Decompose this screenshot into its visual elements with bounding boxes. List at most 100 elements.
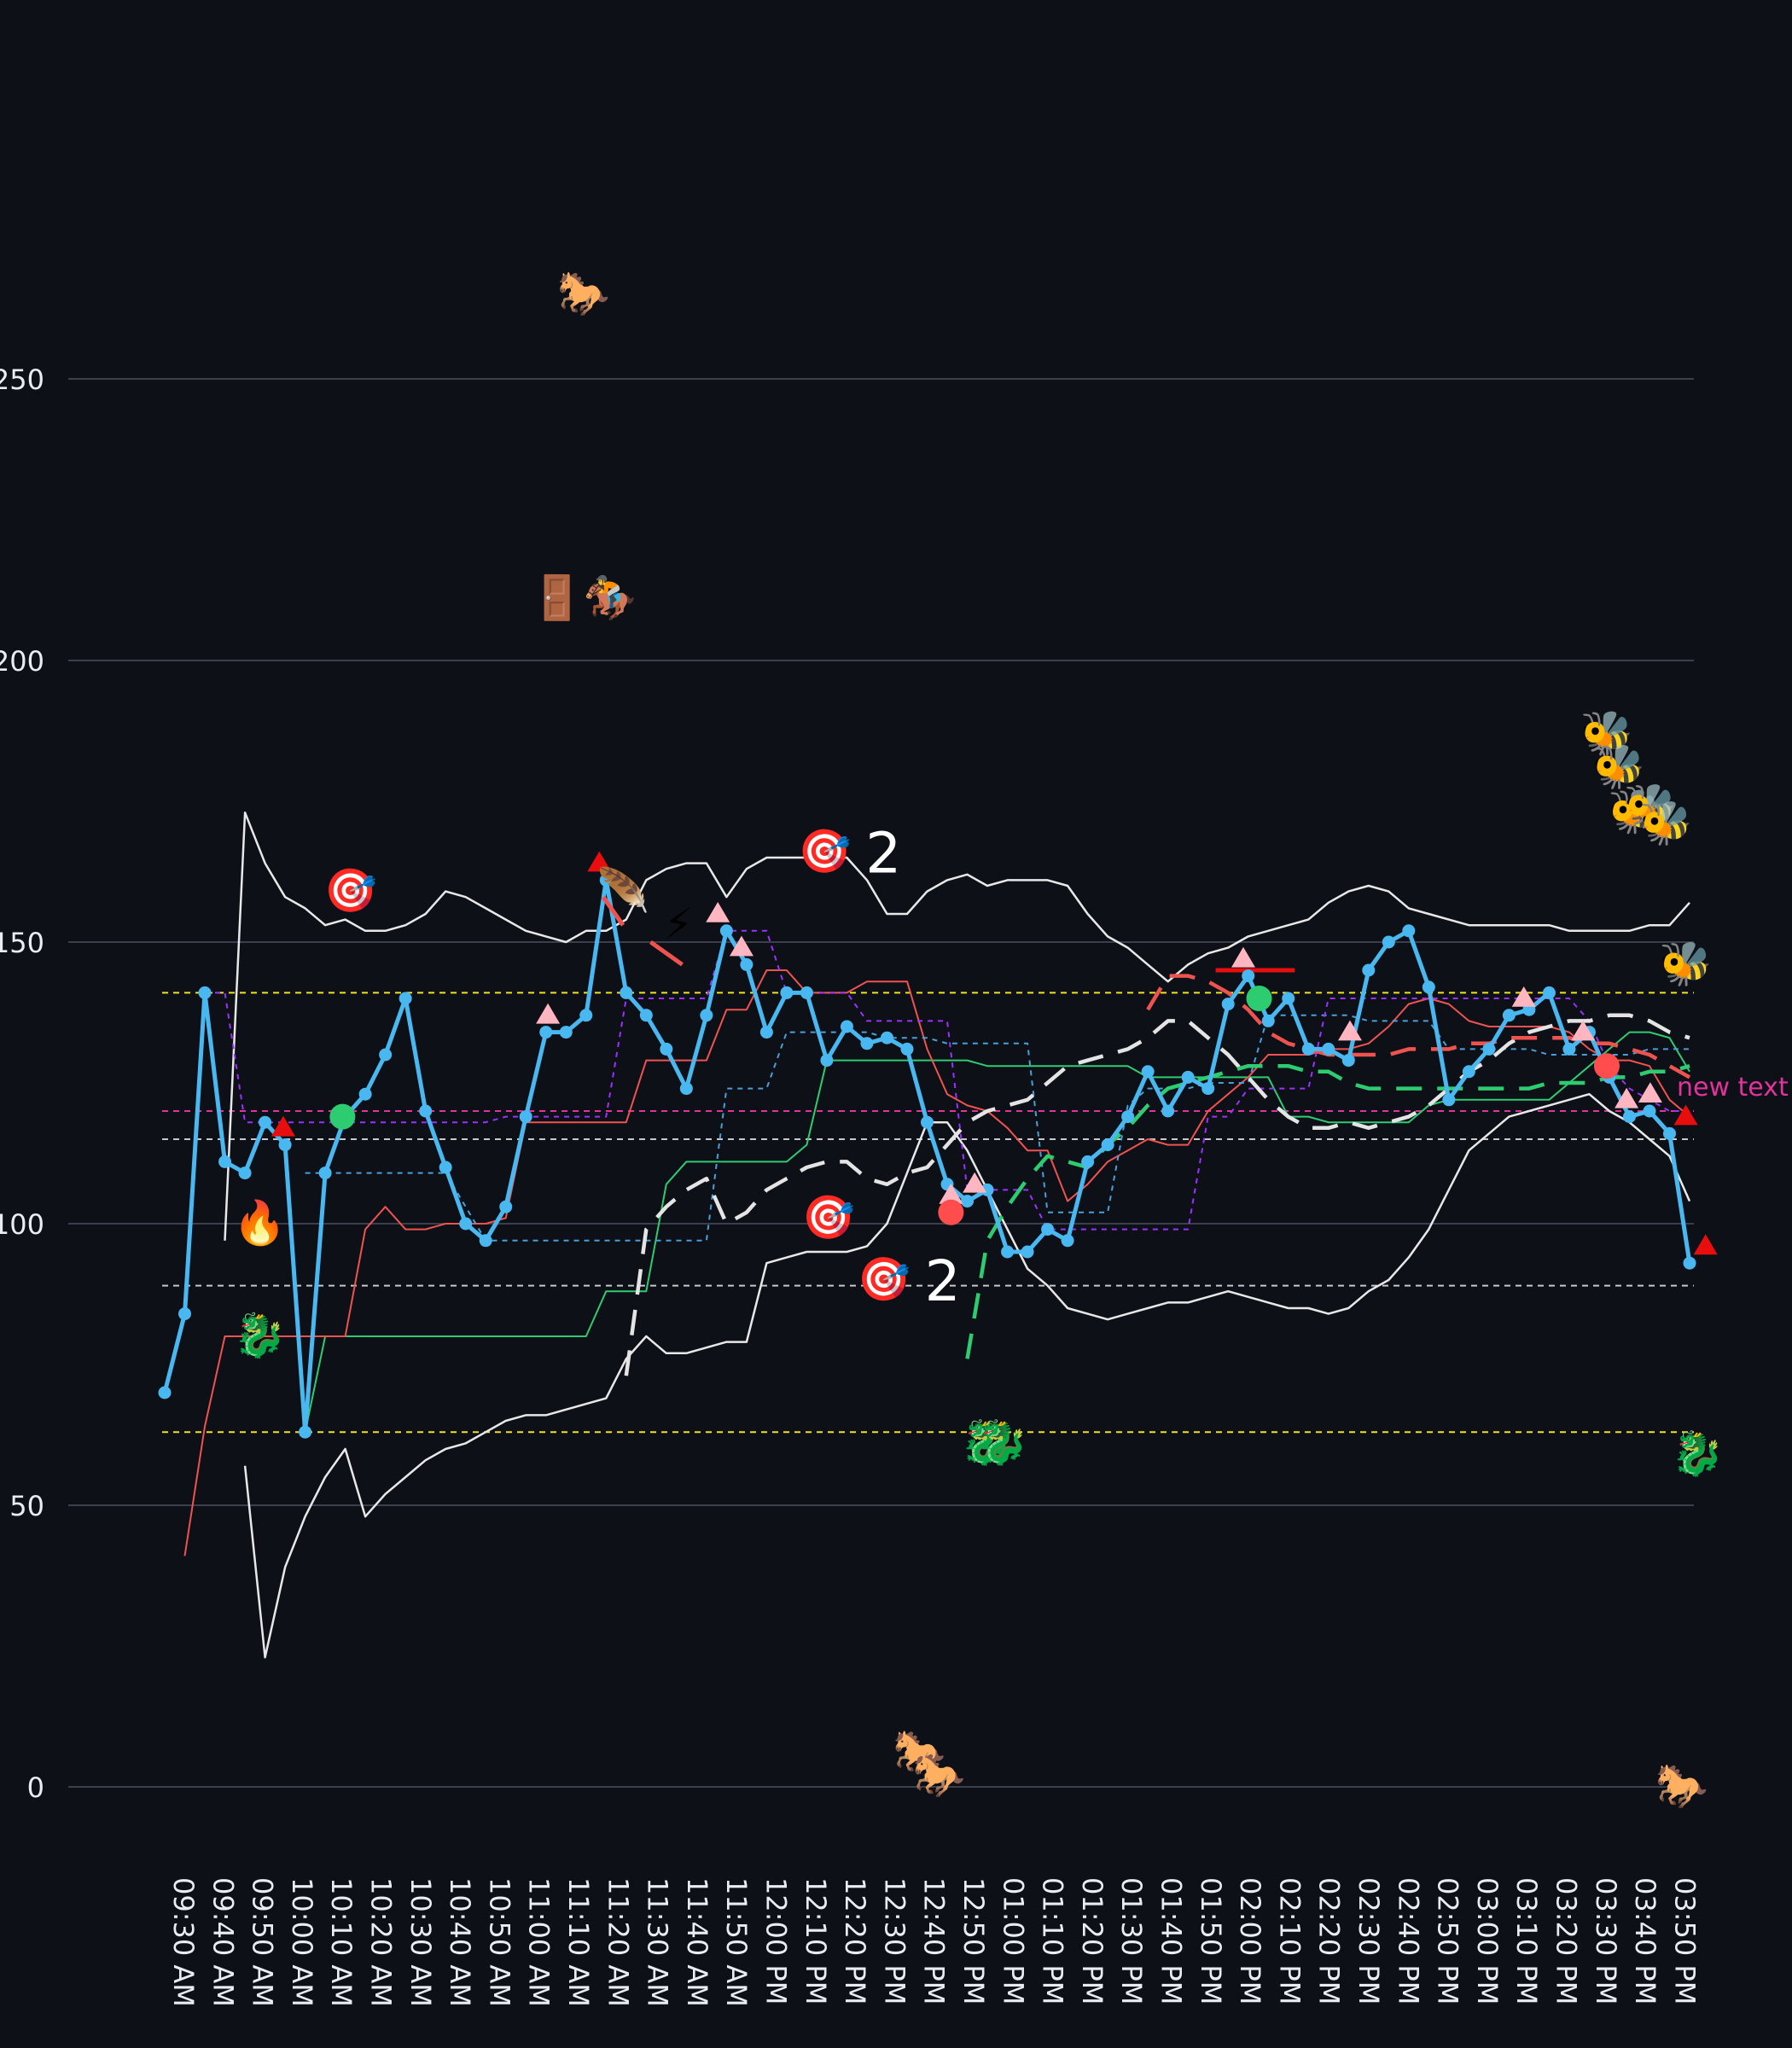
x-tick-label: 01:30 PM	[1115, 1877, 1148, 2004]
x-tick-label: 12:30 PM	[878, 1877, 911, 2004]
x-tick-label: 10:40 AM	[444, 1877, 476, 2007]
price-point	[1061, 1234, 1074, 1248]
upper-band-line	[224, 811, 1690, 1241]
lower-band-line	[243, 1092, 1691, 1659]
price-point	[820, 1054, 834, 1068]
price-point	[1462, 1065, 1475, 1079]
signal-circle	[938, 1199, 964, 1225]
lightning-icon: ⚡	[663, 899, 693, 949]
price-point	[459, 1217, 473, 1231]
y-tick-label: 50	[9, 1490, 44, 1522]
step-green-line	[304, 1031, 1690, 1433]
price-point	[379, 1048, 393, 1062]
price-point	[238, 1167, 252, 1180]
x-tick-label: 02:30 PM	[1353, 1877, 1385, 2004]
x-tick-label: 03:40 PM	[1629, 1877, 1661, 2004]
price-point	[399, 992, 412, 1005]
x-tick-label: 02:00 PM	[1234, 1877, 1266, 2004]
price-point	[1502, 1009, 1516, 1022]
price-point	[1201, 1082, 1215, 1096]
x-tick-label: 10:30 AM	[404, 1877, 437, 2007]
signal-triangle	[1673, 1104, 1698, 1126]
price-point	[358, 1087, 372, 1101]
horse-icon: 🐎	[912, 1750, 965, 1800]
x-tick-label: 01:50 PM	[1195, 1877, 1227, 2004]
price-point	[1161, 1104, 1175, 1118]
price-point	[1442, 1093, 1456, 1107]
price-point	[880, 1031, 893, 1044]
price-point	[479, 1234, 492, 1248]
price-point	[700, 1009, 713, 1022]
price-point	[1282, 992, 1295, 1005]
price-point	[961, 1195, 975, 1208]
bee-icon: 🐝	[1659, 939, 1712, 988]
x-tick-label: 02:50 PM	[1432, 1877, 1464, 2004]
dragon-icon: 🐉	[233, 1311, 286, 1360]
price-point	[639, 1009, 653, 1022]
price-point	[218, 1155, 232, 1168]
price-points	[158, 873, 1696, 1439]
x-tick-label: 11:30 AM	[642, 1877, 674, 2007]
x-tick-label: 03:10 PM	[1510, 1877, 1543, 2004]
dragon-icon: 🐉	[960, 1417, 1013, 1467]
bee-icon: 🐝	[1608, 787, 1661, 836]
signal-triangle	[939, 1184, 963, 1204]
series-lines	[162, 811, 1692, 1659]
price-point	[719, 924, 733, 938]
signal-triangle	[587, 851, 612, 872]
signal-triangle	[729, 935, 753, 957]
x-tick-label: 02:10 PM	[1273, 1877, 1306, 2004]
price-point	[679, 1082, 693, 1096]
price-point	[1141, 1065, 1155, 1079]
bee-icon: 🐝	[1624, 782, 1677, 831]
x-tick-label: 12:00 PM	[760, 1877, 793, 2004]
horse-icon: 🐎	[893, 1727, 945, 1777]
price-point	[299, 1425, 312, 1439]
price-point	[1121, 1110, 1135, 1124]
segment	[649, 940, 684, 967]
price-point	[860, 1037, 874, 1050]
price-point	[620, 986, 633, 999]
horse-icon: 🐎	[557, 269, 610, 318]
x-tick-label: 10:20 AM	[365, 1877, 398, 2007]
x-tick-label: 01:10 PM	[1037, 1877, 1069, 2004]
door-horse-racing-icon: 🚪🏇	[531, 573, 637, 622]
x-tick-label: 12:10 PM	[800, 1877, 832, 2004]
bee-icon: 🐝	[1580, 708, 1633, 758]
grid	[68, 378, 1694, 1788]
price-point	[1242, 969, 1255, 983]
price-point	[1322, 1042, 1335, 1056]
bee-icon: 🐝	[1639, 798, 1692, 847]
signal-triangle	[963, 1172, 987, 1193]
x-tick-label: 11:40 AM	[681, 1877, 713, 2007]
x-tick-label: 11:20 AM	[602, 1877, 634, 2007]
dragon-icon: 🐉	[1671, 1429, 1724, 1479]
price-point	[900, 1042, 914, 1056]
price-point	[660, 1042, 673, 1056]
x-tick-label: 02:40 PM	[1392, 1877, 1424, 2004]
horse-icon: 🐎	[1655, 1761, 1708, 1811]
target-icon: 🎯	[858, 1254, 911, 1304]
price-point	[539, 1026, 553, 1039]
price-point	[800, 986, 813, 999]
x-tick-label: 03:20 PM	[1551, 1877, 1583, 2004]
price-point	[178, 1307, 192, 1321]
step-purple-line	[205, 929, 1690, 1231]
x-tick-label: 12:40 PM	[918, 1877, 951, 2004]
signal-circle	[1593, 1053, 1620, 1079]
x-tick-label: 12:50 PM	[957, 1877, 990, 2004]
price-point	[1382, 935, 1395, 949]
reference-lines: new text	[162, 992, 1789, 1434]
sma-red-line	[1146, 974, 1691, 1079]
y-tick-label: 200	[0, 645, 44, 678]
target-icon: 🎯	[802, 1192, 855, 1242]
price-point	[1261, 1014, 1275, 1027]
y-tick-label: 250	[0, 364, 44, 396]
annotations: 🐎🚪🏇🎯🎯 2🎯🎯 2🔥⚡🪶🐝🐝🐝🐝🐝🐝🐉🐉🐉 🐉🐎🐎 🐎	[233, 269, 1725, 1811]
price-point	[840, 1020, 853, 1033]
y-tick-label: 100	[0, 1208, 44, 1241]
price-point	[1341, 1054, 1355, 1068]
signal-triangle	[1615, 1087, 1639, 1108]
x-tick-label: 09:50 AM	[247, 1877, 279, 2007]
x-axis-ticks: 09:30 AM 09:40 AM 09:50 AM 10:00 AM 10:10 AM…	[167, 1877, 1701, 2007]
